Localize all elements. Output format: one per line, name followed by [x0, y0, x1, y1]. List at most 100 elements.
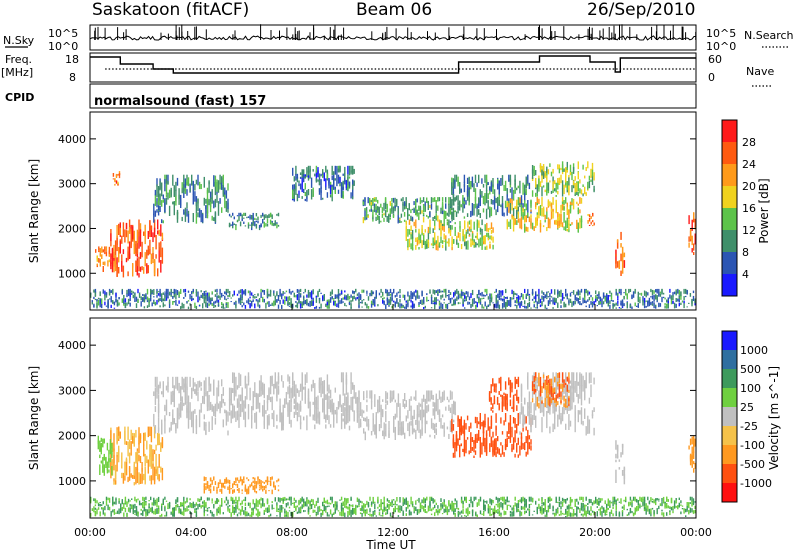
- heatmap-cell: [277, 508, 280, 510]
- date-title: 26/Sep/2010: [587, 0, 696, 20]
- heatmap-cell: [271, 412, 273, 420]
- heatmap-cell: [504, 413, 507, 422]
- heatmap-region: [110, 426, 164, 486]
- heatmap-cell: [522, 182, 524, 195]
- heatmap-cell: [239, 374, 242, 386]
- heatmap-cell: [232, 500, 234, 505]
- heatmap-cell: [416, 295, 419, 299]
- heatmap-cell: [165, 197, 168, 205]
- heatmap-cell: [211, 297, 213, 301]
- heatmap-cell: [153, 500, 155, 506]
- heatmap-cell: [140, 513, 142, 516]
- heatmap-cell: [694, 225, 696, 230]
- heatmap-cell: [312, 187, 314, 197]
- heatmap-cell: [121, 290, 123, 295]
- heatmap-cell: [112, 300, 114, 304]
- heatmap-cell: [372, 502, 374, 504]
- heatmap-cell: [568, 298, 570, 300]
- heatmap-cell: [383, 217, 385, 222]
- heatmap-cell: [474, 416, 477, 424]
- heatmap-cell: [555, 219, 557, 225]
- heatmap-cell: [539, 205, 542, 216]
- heatmap-cell: [413, 509, 415, 512]
- heatmap-cell: [263, 420, 265, 429]
- heatmap-cell: [118, 173, 121, 177]
- heatmap-cell: [314, 383, 316, 400]
- heatmap-cell: [99, 254, 101, 257]
- heatmap-cell: [323, 505, 325, 511]
- heatmap-cell: [334, 178, 336, 181]
- heatmap-cell: [235, 504, 237, 509]
- heatmap-cell: [530, 401, 532, 414]
- heatmap-cell: [195, 508, 198, 511]
- heatmap-cell: [449, 298, 452, 304]
- heatmap-cell: [187, 395, 190, 413]
- heatmap-cell: [293, 398, 295, 404]
- heatmap-cell: [621, 260, 624, 274]
- heatmap-cell: [615, 440, 617, 450]
- heatmap-cell: [144, 453, 146, 467]
- heatmap-cell: [345, 421, 348, 425]
- heatmap-cell: [582, 164, 584, 170]
- heatmap-cell: [415, 500, 417, 504]
- heatmap-cell: [101, 507, 103, 509]
- heatmap-cell: [216, 292, 218, 295]
- heatmap-cell: [563, 379, 565, 388]
- heatmap-cell: [156, 201, 158, 205]
- heatmap-cell: [546, 175, 548, 183]
- heatmap-cell: [522, 296, 524, 299]
- heatmap-cell: [615, 459, 617, 463]
- heatmap-cell: [122, 222, 125, 237]
- heatmap-cell: [271, 501, 273, 504]
- heatmap-cell: [593, 377, 595, 385]
- heatmap-cell: [243, 221, 245, 224]
- heatmap-cell: [429, 204, 431, 209]
- heatmap-cell: [500, 297, 502, 301]
- heatmap-cell: [408, 295, 411, 301]
- heatmap-cell: [266, 223, 269, 227]
- heatmap-cell: [153, 203, 155, 216]
- heatmap-cell: [592, 220, 594, 223]
- heatmap-cell: [165, 500, 168, 502]
- heatmap-cell: [558, 378, 561, 383]
- heatmap-cell: [590, 301, 592, 305]
- heatmap-cell: [517, 416, 519, 426]
- heatmap-cell: [164, 291, 166, 293]
- heatmap-cell: [639, 299, 641, 304]
- heatmap-cell: [445, 210, 447, 219]
- heatmap-cell: [541, 301, 543, 307]
- heatmap-cell: [328, 502, 330, 505]
- heatmap-cell: [216, 300, 218, 303]
- heatmap-cell: [525, 451, 527, 457]
- heatmap-cell: [448, 227, 450, 234]
- heatmap-cell: [192, 213, 194, 223]
- heatmap-cell: [394, 301, 396, 305]
- heatmap-cell: [299, 405, 302, 410]
- heatmap-cell: [282, 499, 284, 502]
- heatmap-cell: [287, 502, 289, 506]
- heatmap-cell: [322, 501, 324, 507]
- heatmap-cell: [599, 301, 602, 305]
- heatmap-cell: [257, 220, 259, 224]
- heatmap-cell: [296, 505, 299, 508]
- heatmap-cell: [365, 207, 368, 214]
- heatmap-cell: [276, 414, 278, 422]
- heatmap-cell: [587, 181, 589, 190]
- heatmap-cell: [161, 391, 163, 395]
- heatmap-cell: [508, 436, 510, 439]
- heatmap-cell: [194, 302, 196, 309]
- heatmap-cell: [159, 205, 161, 212]
- heatmap-cell: [587, 214, 589, 216]
- heatmap-cell: [445, 288, 447, 295]
- heatmap-cell: [479, 198, 481, 207]
- heatmap-cell: [355, 397, 357, 404]
- heatmap-cell: [150, 426, 153, 443]
- heatmap-cell: [314, 410, 316, 421]
- heatmap-cell: [214, 175, 217, 187]
- heatmap-cell: [127, 298, 130, 305]
- heatmap-cell: [572, 301, 575, 306]
- heatmap-cell: [527, 200, 529, 213]
- heatmap-cell: [233, 499, 235, 504]
- heatmap-cell: [221, 177, 223, 190]
- heatmap-cell: [128, 466, 131, 481]
